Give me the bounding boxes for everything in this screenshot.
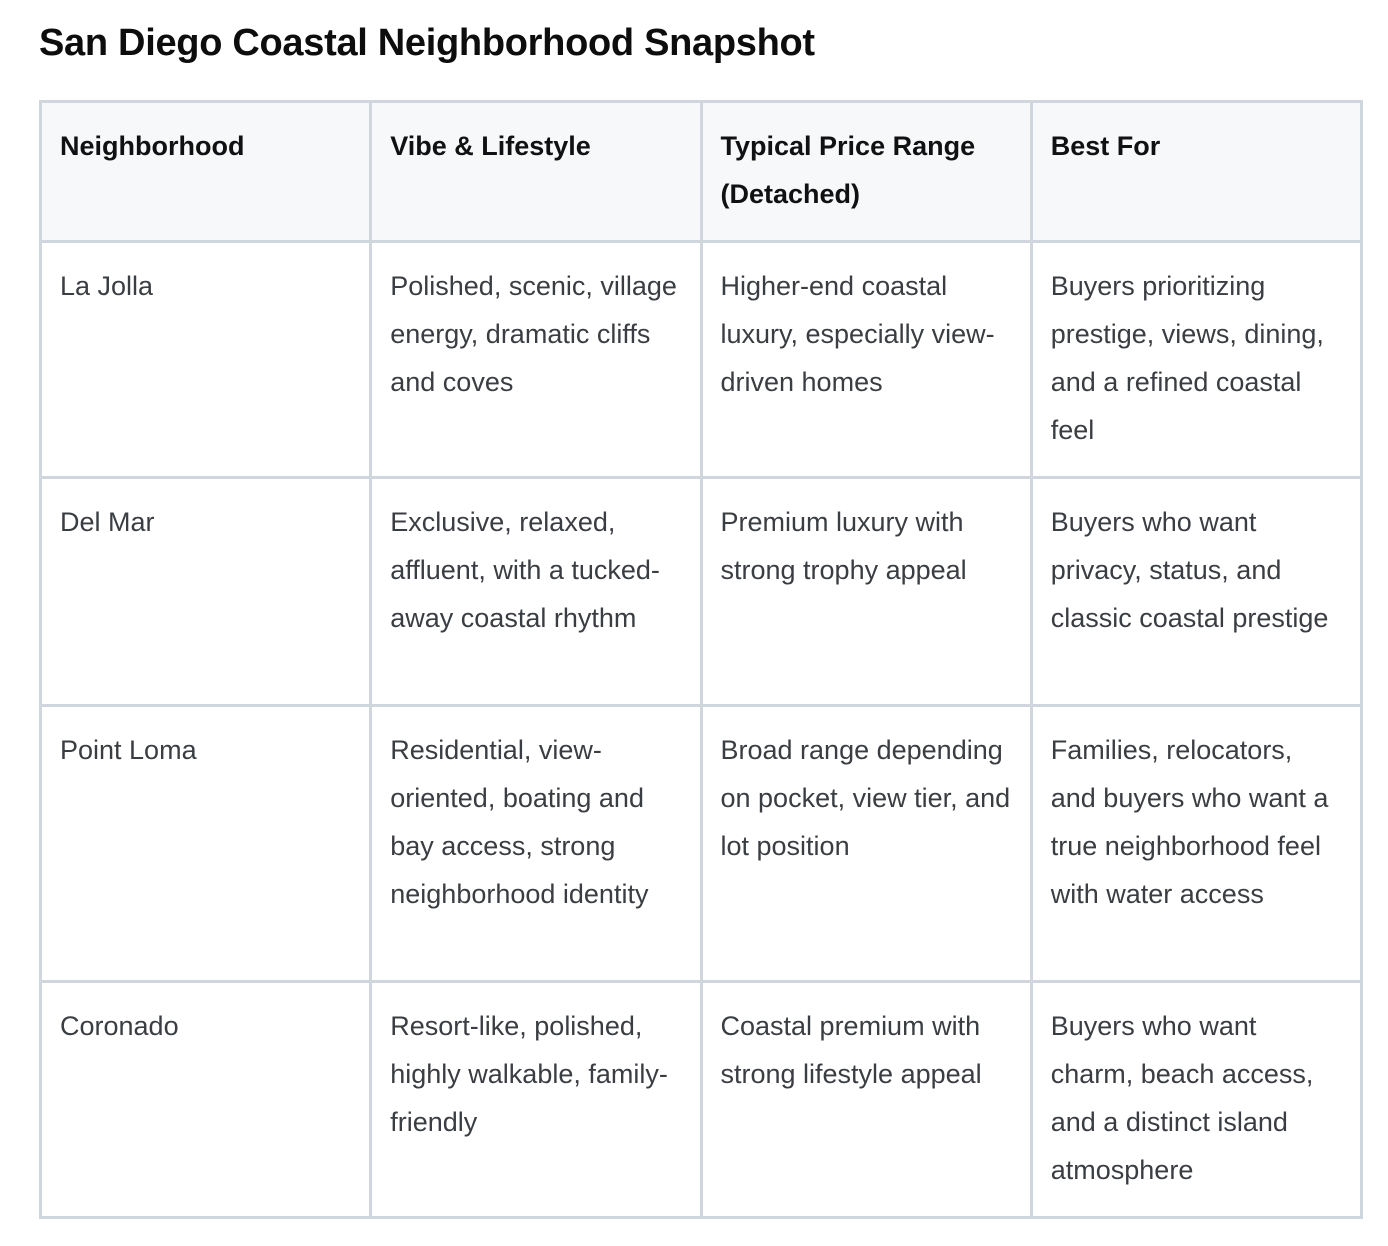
page-title: San Diego Coastal Neighborhood Snapshot <box>39 22 815 64</box>
table-row: Del Mar Exclusive, relaxed, affluent, wi… <box>38 476 1364 707</box>
cell-neighborhood: Del Mar <box>38 476 373 707</box>
cell-best-for: Buyers prioritizing prestige, views, din… <box>1029 240 1364 479</box>
cell-neighborhood: La Jolla <box>38 240 373 479</box>
column-header-vibe: Vibe & Lifestyle <box>369 100 703 243</box>
table-row: Point Loma Residential, view-oriented, b… <box>38 704 1364 983</box>
cell-price-range: Premium luxury with strong trophy appeal <box>699 476 1033 707</box>
column-header-price-range: Typical Price Range (Detached) <box>699 100 1033 243</box>
cell-neighborhood: Coronado <box>38 980 373 1219</box>
cell-vibe: Exclusive, relaxed, affluent, with a tuc… <box>369 476 703 707</box>
cell-vibe: Residential, view-oriented, boating and … <box>369 704 703 983</box>
cell-best-for: Buyers who want charm, beach access, and… <box>1029 980 1364 1219</box>
table-row: La Jolla Polished, scenic, village energ… <box>38 240 1364 479</box>
cell-vibe: Resort-like, polished, highly walkable, … <box>369 980 703 1219</box>
cell-price-range: Higher-end coastal luxury, especially vi… <box>699 240 1033 479</box>
cell-neighborhood: Point Loma <box>38 704 373 983</box>
table-header-row: Neighborhood Vibe & Lifestyle Typical Pr… <box>38 100 1364 243</box>
cell-vibe: Polished, scenic, village energy, dramat… <box>369 240 703 479</box>
cell-price-range: Broad range depending on pocket, view ti… <box>699 704 1033 983</box>
column-header-neighborhood: Neighborhood <box>38 100 373 243</box>
cell-best-for: Families, relocators, and buyers who wan… <box>1029 704 1364 983</box>
cell-price-range: Coastal premium with strong lifestyle ap… <box>699 980 1033 1219</box>
neighborhood-table: Neighborhood Vibe & Lifestyle Typical Pr… <box>38 100 1364 1219</box>
column-header-best-for: Best For <box>1029 100 1364 243</box>
cell-best-for: Buyers who want privacy, status, and cla… <box>1029 476 1364 707</box>
table-row: Coronado Resort-like, polished, highly w… <box>38 980 1364 1219</box>
